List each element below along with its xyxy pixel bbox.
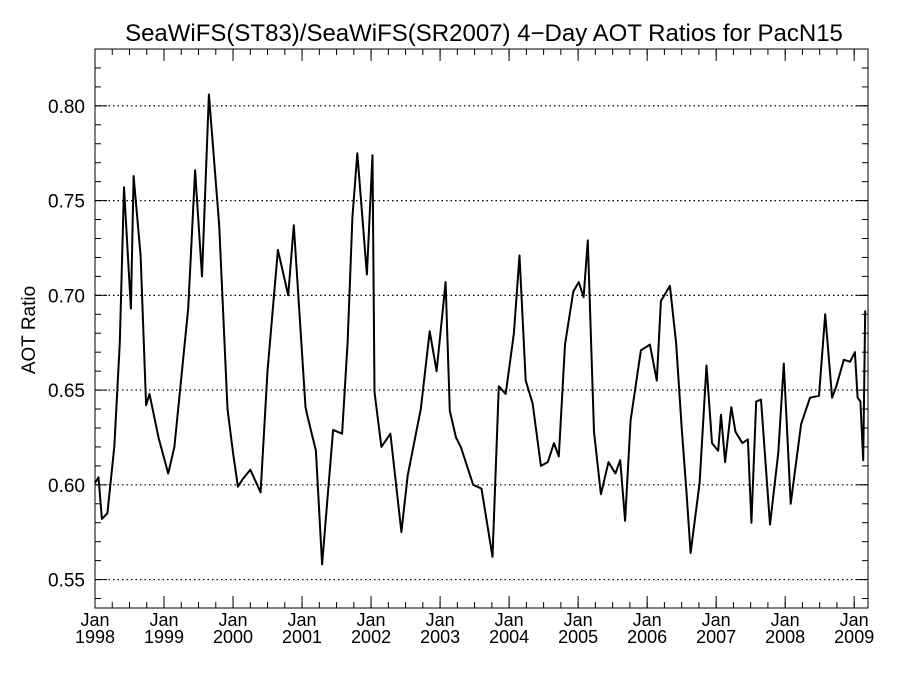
y-tick-label: 0.70 [48,286,85,307]
x-tick-year: 2007 [696,627,736,647]
x-tick-month: Jan [219,610,248,630]
x-tick-year: 2001 [282,627,322,647]
x-tick-month: Jan [702,610,731,630]
x-tick-labels: Jan1998Jan1999Jan2000Jan2001Jan2002Jan20… [75,610,874,647]
x-tick-month: Jan [288,610,317,630]
x-tick-month: Jan [495,610,524,630]
axis-ticks [94,49,868,608]
x-tick-month: Jan [840,610,869,630]
y-tick-label: 0.80 [48,97,85,118]
x-tick-year: 2009 [834,627,874,647]
x-tick-month: Jan [150,610,179,630]
x-tick-year: 2006 [627,627,667,647]
x-tick-year: 1998 [75,627,115,647]
x-tick-month: Jan [771,610,800,630]
x-tick-year: 2005 [558,627,598,647]
x-tick-month: Jan [80,610,109,630]
chart-title: SeaWiFS(ST83)/SeaWiFS(SR2007) 4−Day AOT … [125,20,843,47]
y-tick-labels: 0.55 0.60 0.65 0.70 0.75 0.80 [48,97,85,592]
x-tick-month: Jan [564,610,593,630]
grid-lines [95,105,868,581]
x-tick-month: Jan [357,610,386,630]
y-axis-label: AOT Ratio [19,286,40,374]
x-tick-month: Jan [633,610,662,630]
x-tick-year: 2003 [420,627,460,647]
y-tick-label: 0.60 [48,476,85,497]
x-tick-month: Jan [426,610,455,630]
data-series [94,93,867,566]
x-tick-year: 2000 [213,627,253,647]
series-line [94,93,867,566]
y-tick-label: 0.75 [48,192,85,213]
y-tick-label: 0.65 [48,381,85,402]
x-tick-year: 2004 [489,627,529,647]
x-tick-year: 2002 [351,627,391,647]
plot-frame [94,48,869,609]
x-tick-year: 1999 [144,627,184,647]
x-tick-year: 2008 [765,627,805,647]
y-tick-label: 0.55 [48,571,85,592]
